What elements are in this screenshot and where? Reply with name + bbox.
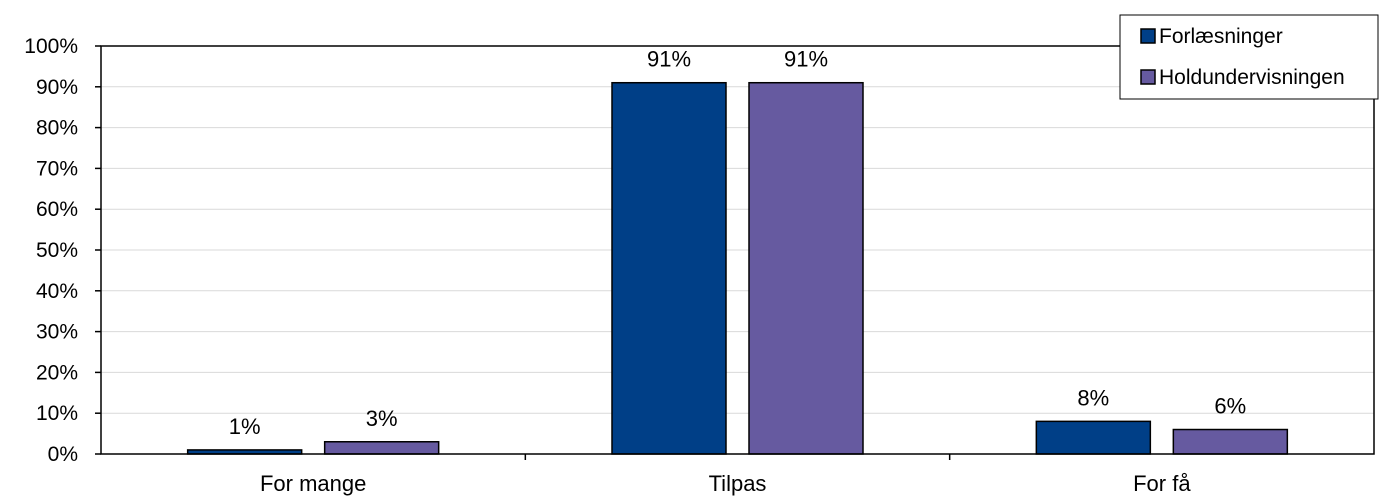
data-label: 8% [1077,385,1109,410]
x-category-label: For mange [260,471,366,496]
y-tick-label: 80% [36,117,78,140]
gridlines [101,86,1374,414]
bar [748,81,864,455]
legend-swatch [1140,28,1156,44]
x-axis: For mange Tilpas For få [260,454,1191,496]
y-axis: 0% 10% 20% 30% 40% 50% 60% 70% 80% 90% 100% [24,35,101,466]
y-tick-label: 10% [36,402,78,425]
y-tick-label: 20% [36,361,78,384]
y-tick-label: 90% [36,76,78,99]
y-tick-label: 30% [36,321,78,344]
data-label: 3% [366,406,398,431]
data-label: 91% [647,47,691,72]
y-tick-label: 40% [36,280,78,303]
legend-swatch [1140,69,1156,85]
bar [323,441,440,455]
y-tick-label: 50% [36,239,78,262]
bar [611,81,727,455]
legend-label: Holdundervisningen [1159,66,1345,89]
x-category-label: Tilpas [709,471,767,496]
legend: Forlæsninger Holdundervisningen [1119,14,1379,100]
data-label: 91% [784,47,828,72]
y-tick-label: 100% [24,35,78,58]
bar [1035,420,1152,455]
value-labels: 1% 3% 91% 91% 8% 6% [229,47,1246,439]
plot-frame [100,45,1375,455]
bars [186,81,1289,455]
y-tick-label: 70% [36,157,78,180]
y-tick-label: 60% [36,198,78,221]
data-label: 6% [1214,394,1246,419]
x-category-label: For få [1133,471,1191,496]
legend-label: Forlæsninger [1159,25,1283,48]
bar [1172,428,1289,455]
data-label: 1% [229,414,261,439]
y-tick-label: 0% [48,443,78,466]
legend-box [1119,14,1379,100]
